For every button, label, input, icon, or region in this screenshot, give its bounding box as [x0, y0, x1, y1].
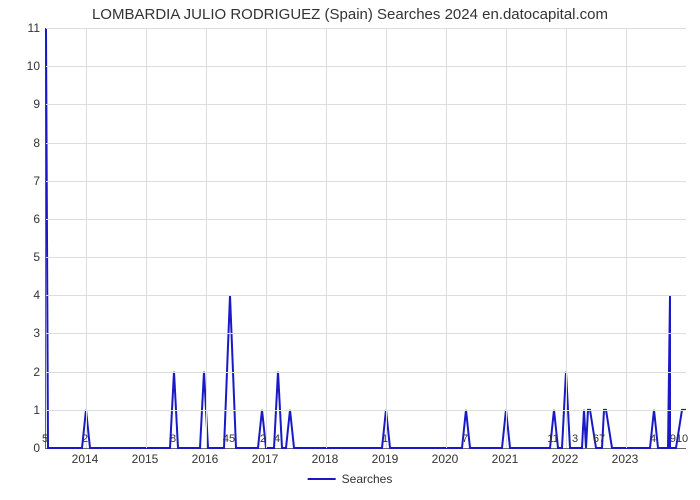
- gridline-h: [46, 333, 686, 334]
- legend-swatch: [308, 478, 336, 480]
- ytick-label: 8: [8, 136, 40, 150]
- gridline-v: [326, 28, 327, 448]
- gridline-h: [46, 66, 686, 67]
- point-label: 4: [650, 433, 656, 445]
- ytick-label: 7: [8, 174, 40, 188]
- xtick-label: 2015: [132, 452, 159, 466]
- gridline-v: [566, 28, 567, 448]
- point-label: 67: [593, 433, 605, 445]
- ytick-label: 3: [8, 326, 40, 340]
- plot-area: [45, 28, 686, 449]
- point-label: 45: [223, 433, 235, 445]
- legend: Searches: [308, 472, 393, 486]
- gridline-h: [46, 295, 686, 296]
- gridline-v: [86, 28, 87, 448]
- gridline-h: [46, 28, 686, 29]
- gridline-h: [46, 257, 686, 258]
- legend-label: Searches: [342, 472, 393, 486]
- line-series: [46, 28, 686, 448]
- ytick-label: 0: [8, 441, 40, 455]
- gridline-h: [46, 372, 686, 373]
- xtick-label: 2021: [492, 452, 519, 466]
- point-label: 1: [382, 433, 388, 445]
- gridline-v: [266, 28, 267, 448]
- point-label: 910: [670, 433, 688, 445]
- xtick-label: 2023: [612, 452, 639, 466]
- gridline-h: [46, 181, 686, 182]
- searches-chart: LOMBARDIA JULIO RODRIGUEZ (Spain) Search…: [0, 0, 700, 500]
- point-label: 2: [82, 433, 88, 445]
- point-label: 3: [572, 433, 578, 445]
- chart-title: LOMBARDIA JULIO RODRIGUEZ (Spain) Search…: [0, 6, 700, 23]
- ytick-label: 4: [8, 288, 40, 302]
- gridline-h: [46, 104, 686, 105]
- point-label: 7: [462, 433, 468, 445]
- gridline-h: [46, 219, 686, 220]
- gridline-v: [386, 28, 387, 448]
- point-label: 4: [274, 433, 280, 445]
- xtick-label: 2017: [252, 452, 279, 466]
- ytick-label: 1: [8, 403, 40, 417]
- ytick-label: 6: [8, 212, 40, 226]
- ytick-label: 10: [8, 59, 40, 73]
- gridline-v: [506, 28, 507, 448]
- ytick-label: 11: [8, 21, 40, 35]
- xtick-label: 2018: [312, 452, 339, 466]
- xtick-label: 2014: [72, 452, 99, 466]
- gridline-h: [46, 410, 686, 411]
- gridline-v: [626, 28, 627, 448]
- point-label: 8: [170, 433, 176, 445]
- xtick-label: 2016: [192, 452, 219, 466]
- point-label: 11: [547, 433, 558, 445]
- ytick-label: 9: [8, 97, 40, 111]
- ytick-label: 2: [8, 365, 40, 379]
- xtick-label: 2020: [432, 452, 459, 466]
- point-label: 2: [260, 433, 266, 445]
- ytick-label: 5: [8, 250, 40, 264]
- xtick-label: 2019: [372, 452, 399, 466]
- point-label: 5: [42, 433, 48, 445]
- gridline-v: [446, 28, 447, 448]
- gridline-v: [146, 28, 147, 448]
- xtick-label: 2022: [552, 452, 579, 466]
- gridline-v: [206, 28, 207, 448]
- gridline-h: [46, 143, 686, 144]
